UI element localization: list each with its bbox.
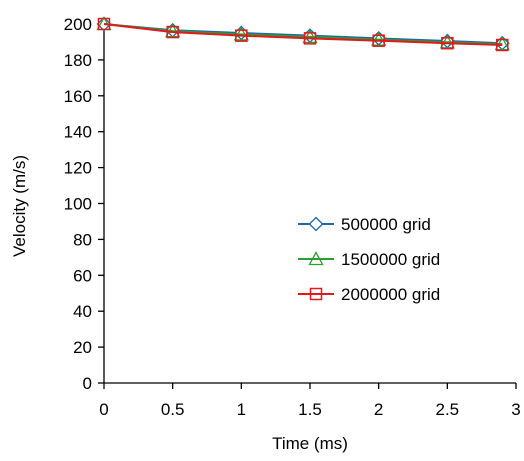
legend-label: 2000000 grid [341, 285, 440, 304]
x-tick-label: 2 [374, 400, 383, 419]
y-tick-label: 100 [64, 195, 92, 214]
series-1 [96, 16, 510, 51]
legend-item: 2000000 grid [298, 285, 440, 304]
data-point [494, 36, 510, 51]
legend: 500000 grid 1500000 grid 2000000 grid [298, 215, 440, 304]
y-tick-label: 20 [73, 338, 92, 357]
y-tick-label: 140 [64, 123, 92, 142]
x-tick-label: 0 [99, 400, 108, 419]
data-point [303, 32, 317, 45]
series-line [103, 23, 503, 47]
y-tick-label: 120 [64, 159, 92, 178]
y-tick-label: 60 [73, 266, 92, 285]
series-3 [97, 17, 509, 52]
data-point [233, 26, 249, 41]
y-tick-label: 40 [73, 302, 92, 321]
data-point [302, 29, 318, 44]
data-point [439, 34, 455, 49]
y-tick-label: 0 [83, 374, 92, 393]
axes [103, 24, 516, 384]
x-tick-label: 3 [511, 400, 520, 419]
legend-marker [308, 251, 324, 266]
data-point [371, 31, 387, 46]
legend-marker [308, 216, 324, 232]
data-point [235, 29, 248, 42]
legend-label: 500000 grid [341, 215, 431, 234]
data-point [372, 34, 385, 47]
legend-item: 1500000 grid [298, 250, 440, 269]
x-axis-ticks: 0 0.5 1 1.5 2 2.5 3 [99, 383, 521, 419]
data-point [97, 17, 111, 31]
y-axis-title: Velocity (m/s) [10, 155, 29, 257]
y-tick-label: 80 [73, 230, 92, 249]
data-point [166, 25, 179, 39]
data-point [165, 23, 181, 38]
y-axis-ticks: 0 20 40 60 80 100 120 140 160 180 200 [64, 15, 104, 393]
legend-marker [309, 287, 323, 301]
x-tick-label: 1 [237, 400, 246, 419]
x-tick-label: 0.5 [161, 400, 185, 419]
series-group [96, 16, 510, 52]
data-point [441, 36, 454, 50]
x-tick-label: 2.5 [436, 400, 460, 419]
legend-label: 1500000 grid [341, 250, 440, 269]
y-tick-label: 180 [64, 51, 92, 70]
y-tick-label: 200 [64, 15, 92, 34]
x-axis-title: Time (ms) [272, 434, 348, 453]
x-tick-label: 1.5 [298, 400, 322, 419]
data-point [496, 38, 509, 52]
y-tick-label: 160 [64, 87, 92, 106]
legend-item: 500000 grid [298, 215, 431, 234]
